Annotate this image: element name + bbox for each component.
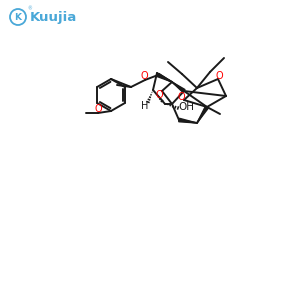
Polygon shape bbox=[172, 82, 185, 92]
Polygon shape bbox=[157, 74, 172, 82]
Text: O: O bbox=[215, 71, 223, 81]
Text: O: O bbox=[140, 71, 148, 81]
Text: Kuujia: Kuujia bbox=[30, 11, 77, 23]
Polygon shape bbox=[179, 118, 197, 123]
Text: OH: OH bbox=[178, 102, 194, 112]
Text: O: O bbox=[155, 90, 163, 100]
Text: K: K bbox=[14, 13, 22, 22]
Text: H: H bbox=[141, 101, 149, 111]
Text: O: O bbox=[94, 104, 102, 114]
Text: ®: ® bbox=[27, 7, 32, 11]
Text: O: O bbox=[177, 92, 185, 102]
Polygon shape bbox=[197, 106, 208, 123]
